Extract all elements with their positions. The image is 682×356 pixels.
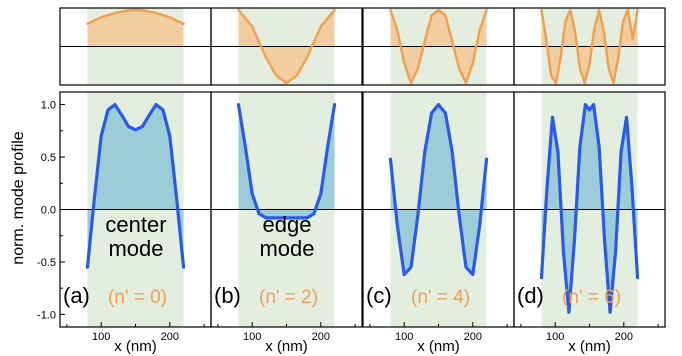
y-axis-label: norm. mode profile [10,131,27,264]
top-mode-curve-4 [540,8,639,85]
x-tick-label: 100 [92,331,110,343]
top-panel-frame-2 [210,7,363,86]
x-tick-label: 200 [464,331,482,343]
x-tick-label: 200 [161,331,179,343]
panel-label-3: (c) [366,283,392,308]
y-tick-label: -0.5 [37,257,56,269]
top-mode-fill-1 [87,10,184,47]
y-tick-label: -1.0 [37,309,56,321]
y-tick-label: 0.0 [41,205,56,217]
x-tick-label: 200 [312,331,330,343]
bottom-mode-fill-2 [238,104,335,218]
x-tick-label: 100 [243,331,261,343]
bottom-mode-curve-2 [236,102,337,220]
x-axis-label-3: x (nm) [417,338,460,355]
top-mode-curve-2 [237,8,336,85]
x-tick-label: 100 [546,331,564,343]
top-mode-curve-3 [389,8,488,85]
mode-index-label-4: (n' = 6) [562,287,621,308]
mode-index-label-1: (n' = 0) [108,287,167,308]
mode-annotation-1: mode [108,236,163,261]
x-axis-label-1: x (nm) [114,338,157,355]
bottom-mode-fill-1 [87,104,184,268]
bottom-mode-curve-1 [85,102,186,269]
panel-label-4: (d) [517,283,544,308]
mode-index-label-2: (n' = 2) [259,287,318,308]
bottom-mode-curve-3 [388,102,489,277]
y-tick-label: 1.0 [41,100,56,112]
x-tick-label: 200 [615,331,633,343]
mode-index-label-3: (n' = 4) [411,287,470,308]
panel-label-2: (b) [214,283,241,308]
x-axis-label-2: x (nm) [265,338,308,355]
top-panel-frame-4 [513,7,666,86]
panel-label-1: (a) [63,283,90,308]
mode-annotation-1: center [105,212,166,237]
mode-annotation-2: mode [259,236,314,261]
bottom-mode-curve-4 [539,102,640,314]
x-axis-label-4: x (nm) [568,338,611,355]
x-tick-label: 100 [395,331,413,343]
y-tick-label: 0.5 [41,152,56,164]
top-mode-curve-1 [86,8,185,26]
mode-annotation-2: edge [263,212,312,237]
